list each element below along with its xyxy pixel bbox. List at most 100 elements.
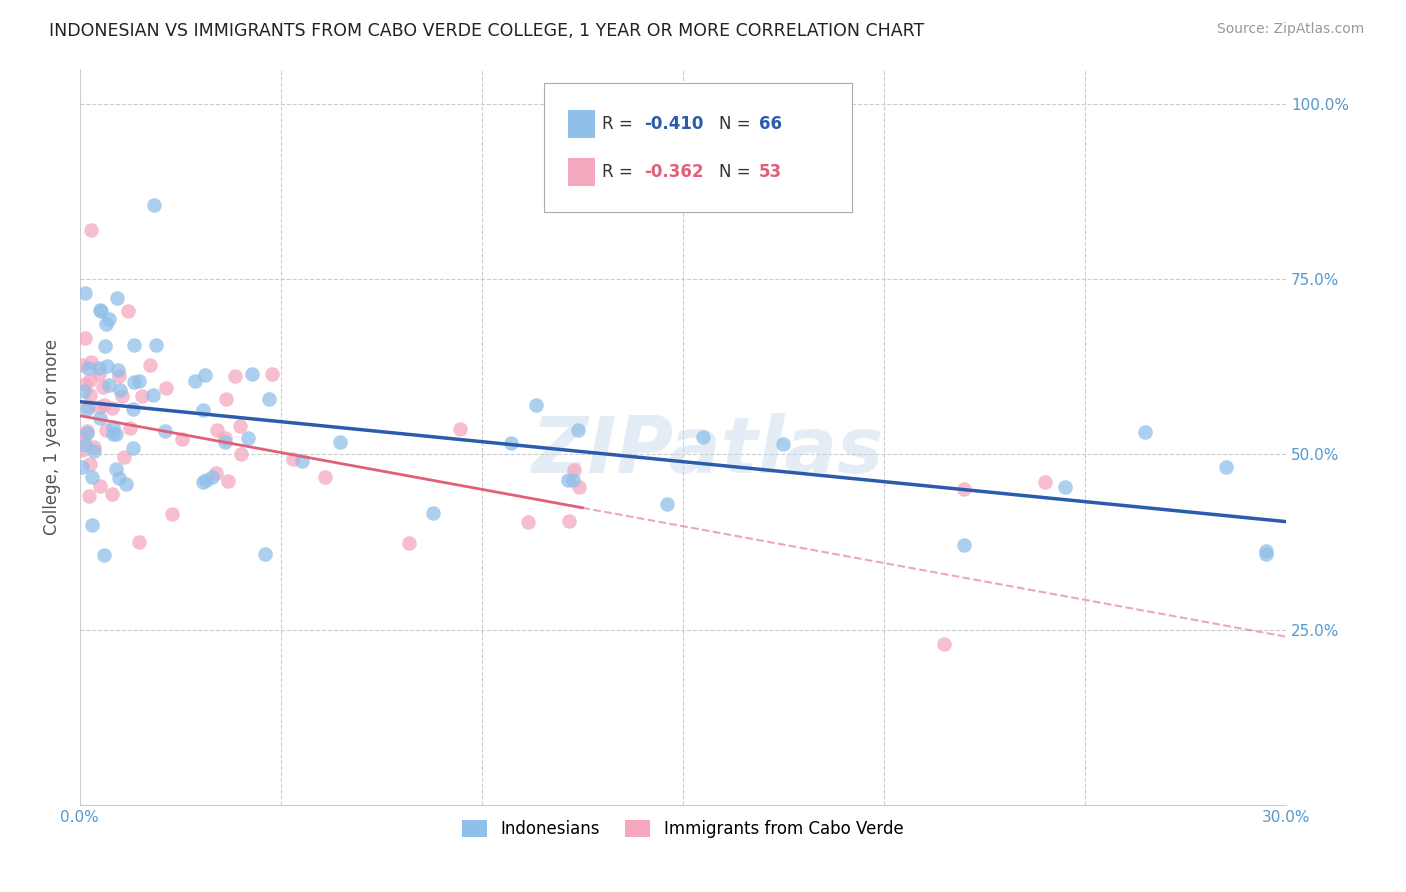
Point [72, 433, 94, 447]
Text: 53: 53 [759, 162, 782, 180]
Point [83, 444, 105, 458]
Point [953, 483, 976, 497]
Point [121, 402, 143, 417]
Point [240, 367, 263, 381]
Point [194, 368, 217, 383]
Text: -0.410: -0.410 [644, 115, 703, 133]
Point [105, 461, 128, 475]
Text: N =: N = [718, 162, 756, 180]
Point [193, 475, 215, 490]
Point [76, 424, 98, 438]
Point [281, 451, 304, 466]
Point [314, 469, 336, 483]
Point [143, 198, 166, 212]
Point [124, 337, 146, 351]
Point [291, 454, 314, 468]
Point [80, 470, 103, 484]
Point [96, 359, 118, 374]
Text: R =: R = [602, 115, 638, 133]
Point [205, 467, 228, 481]
Point [138, 358, 160, 372]
Point [131, 389, 153, 403]
Point [214, 435, 236, 450]
Point [101, 426, 124, 441]
Point [953, 538, 976, 552]
Point [80, 355, 103, 369]
Point [217, 474, 239, 488]
Point [77, 399, 100, 413]
Point [79, 489, 101, 503]
Point [90, 303, 112, 318]
Point [142, 388, 165, 402]
Point [73, 285, 96, 300]
Point [562, 473, 585, 487]
Point [91, 380, 114, 394]
Point [93, 548, 115, 562]
Point [73, 376, 96, 391]
Point [76, 401, 98, 416]
Point [82, 517, 104, 532]
Point [205, 423, 228, 437]
Point [201, 470, 224, 484]
Point [499, 435, 522, 450]
Point [101, 486, 124, 500]
Point [934, 637, 956, 651]
Point [96, 423, 118, 437]
Point [191, 403, 214, 417]
Point [112, 450, 135, 464]
Text: R =: R = [602, 162, 638, 180]
Point [1254, 544, 1277, 558]
Point [1033, 475, 1056, 490]
Point [83, 440, 105, 454]
Point [128, 534, 150, 549]
FancyBboxPatch shape [544, 83, 852, 212]
Point [122, 442, 145, 456]
Bar [568, 111, 595, 138]
Text: N =: N = [718, 115, 756, 133]
Text: 66: 66 [759, 115, 782, 133]
Point [93, 398, 115, 412]
Point [122, 375, 145, 389]
Point [692, 430, 714, 444]
Point [87, 400, 110, 414]
Point [70, 459, 93, 474]
Point [564, 463, 586, 477]
Point [76, 426, 98, 441]
Point [557, 473, 579, 487]
Point [568, 480, 591, 494]
Point [155, 381, 177, 395]
Point [1053, 480, 1076, 494]
Point [108, 369, 131, 384]
Text: ZIPatlas: ZIPatlas [531, 414, 883, 490]
Point [108, 471, 131, 485]
Point [105, 291, 128, 305]
Point [183, 375, 205, 389]
Point [128, 374, 150, 388]
Point [118, 421, 141, 435]
Point [76, 361, 98, 376]
Point [75, 438, 97, 452]
Point [101, 420, 124, 434]
Point [101, 401, 124, 416]
Point [194, 474, 217, 488]
Y-axis label: College, 1 year or more: College, 1 year or more [44, 339, 60, 535]
Point [1135, 425, 1157, 439]
Point [115, 477, 138, 491]
Point [257, 392, 280, 407]
Point [262, 367, 284, 381]
Point [94, 339, 117, 353]
Point [89, 367, 111, 381]
Point [214, 392, 236, 407]
Point [224, 368, 246, 383]
Point [155, 424, 177, 438]
Point [70, 442, 93, 457]
Point [170, 433, 193, 447]
Point [89, 411, 111, 425]
Point [422, 507, 444, 521]
Point [236, 431, 259, 445]
Text: Source: ZipAtlas.com: Source: ZipAtlas.com [1216, 22, 1364, 37]
Point [449, 421, 471, 435]
Point [1254, 547, 1277, 561]
Point [89, 302, 111, 317]
Point [329, 435, 352, 450]
